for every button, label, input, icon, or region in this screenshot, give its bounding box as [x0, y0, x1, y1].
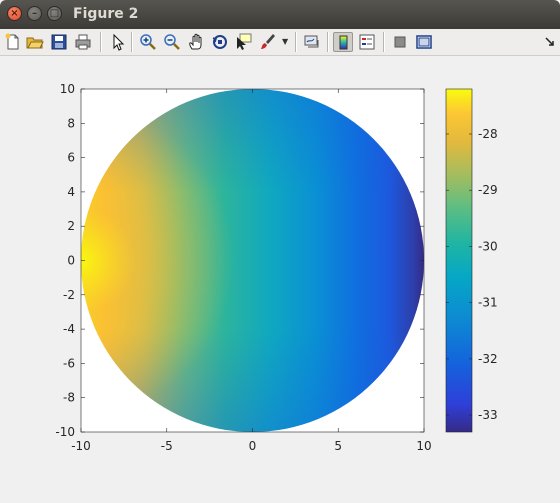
x-tick-label: -5 [161, 439, 173, 453]
print-figure-icon [75, 34, 91, 50]
toolbar-separator [327, 32, 329, 52]
show-plot-tools-button[interactable] [414, 32, 434, 52]
y-tick-label: 10 [60, 82, 75, 96]
insert-colorbar-icon [339, 35, 348, 50]
colorbar-tick-label: -31 [478, 296, 498, 310]
brush-button[interactable] [258, 32, 278, 52]
toolbar-separator [383, 32, 385, 52]
hide-plot-tools-icon [394, 36, 406, 48]
brush-icon [261, 34, 275, 49]
maximize-icon: □ [49, 7, 60, 19]
data-cursor-icon [237, 33, 252, 50]
insert-colorbar-button[interactable] [333, 32, 353, 52]
hide-plot-tools-button[interactable] [390, 32, 410, 52]
x-tick-label: -10 [71, 439, 91, 453]
show-plot-tools-icon [416, 35, 432, 49]
y-tick-label: 8 [67, 116, 75, 130]
y-ticks: 10 8 6 4 2 0 -2 -4 -6 -8 -10 [55, 82, 424, 439]
y-tick-label: -2 [63, 288, 75, 302]
y-tick-label: 4 [67, 185, 75, 199]
toolbar-separator [100, 32, 102, 52]
toolbar-separator [295, 32, 297, 52]
minimize-icon: – [32, 7, 37, 19]
colorbar-tick-label: -29 [478, 183, 498, 197]
rotate-3d-icon [212, 35, 227, 49]
zoom-out-button[interactable] [162, 32, 182, 52]
colorbar-ticks: -28 -29 -30 -31 -32 -33 [446, 127, 498, 422]
brush-dropdown-icon[interactable]: ▼ [282, 37, 289, 46]
insert-legend-button[interactable] [357, 32, 377, 52]
save-figure-icon [51, 34, 67, 50]
x-ticks: -10 -5 0 5 10 [71, 89, 432, 453]
disk-hotspot [81, 89, 424, 432]
window-titlebar: × – □ Figure 2 [0, 0, 560, 29]
colorbar-tick-label: -28 [478, 127, 498, 141]
y-tick-label: 6 [67, 151, 75, 165]
print-figure-button[interactable] [73, 32, 93, 52]
open-file-button[interactable] [25, 32, 45, 52]
close-icon: × [10, 7, 19, 19]
y-tick-label: -8 [63, 391, 75, 405]
minimize-window-button[interactable]: – [27, 6, 42, 21]
window-title: Figure 2 [73, 6, 139, 22]
close-window-button[interactable]: × [7, 6, 22, 21]
new-figure-button[interactable] [3, 32, 23, 52]
insert-legend-icon [359, 34, 375, 50]
open-file-icon [26, 37, 44, 49]
edit-plot-button[interactable] [108, 32, 128, 52]
pan-icon [189, 33, 202, 50]
y-tick-label: -6 [63, 356, 75, 370]
y-tick-label: 0 [67, 254, 75, 268]
y-tick-label: -10 [55, 425, 75, 439]
pan-button[interactable] [186, 32, 206, 52]
y-tick-label: -4 [63, 322, 75, 336]
save-figure-button[interactable] [49, 32, 69, 52]
maximize-window-button[interactable]: □ [47, 6, 62, 21]
zoom-in-button[interactable] [138, 32, 158, 52]
y-tick-label: 2 [67, 219, 75, 233]
colorbar-tick-label: -33 [478, 408, 498, 422]
disk-surface [81, 89, 424, 432]
zoom-out-icon [164, 34, 180, 50]
dock-figure-button[interactable] [540, 32, 560, 52]
colorbar[interactable] [446, 89, 472, 432]
toolbar-separator [131, 32, 133, 52]
rotate-3d-button[interactable] [210, 32, 230, 52]
link-plot-button[interactable] [302, 32, 322, 52]
x-tick-label: 5 [334, 439, 342, 453]
new-figure-icon [5, 33, 19, 50]
zoom-in-icon [140, 34, 156, 50]
colorbar-tick-label: -30 [478, 239, 498, 253]
dock-figure-icon [545, 37, 554, 46]
colorbar-box [445, 88, 473, 433]
data-cursor-button[interactable] [234, 32, 254, 52]
edit-plot-icon [113, 33, 125, 51]
x-tick-label: 10 [416, 439, 431, 453]
x-tick-label: 0 [249, 439, 257, 453]
colorbar-tick-label: -32 [478, 352, 498, 366]
figure-toolbar: ▼ [0, 29, 560, 56]
link-plot-icon [304, 35, 319, 48]
